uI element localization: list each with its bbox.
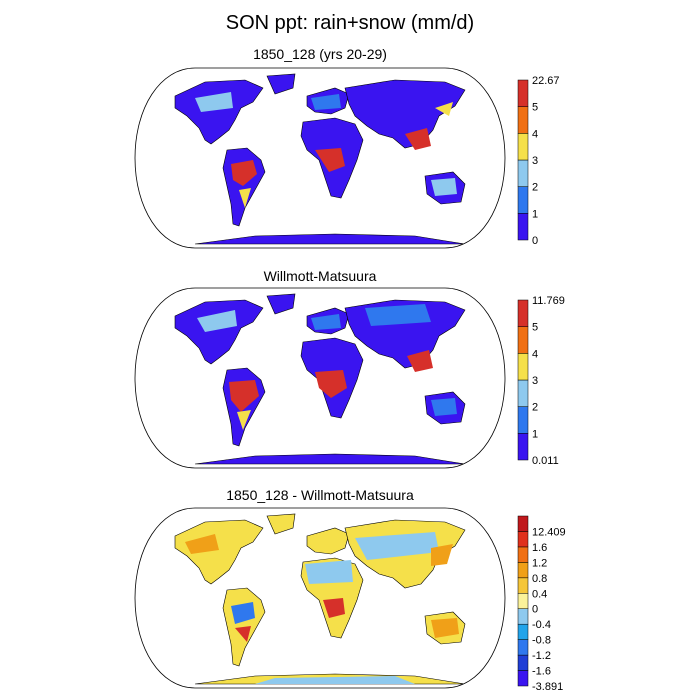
continent-europe <box>306 527 350 555</box>
precip-patch-5 <box>431 544 453 566</box>
colorbar-swatch <box>517 379 529 407</box>
colorbar-tick-label: 1 <box>532 208 538 220</box>
precip-patch-7 <box>237 410 251 430</box>
panel-1-map <box>134 67 506 249</box>
colorbar-tick-label: 5 <box>532 102 538 114</box>
precip-patch-5 <box>431 178 457 196</box>
panel-3-map <box>134 507 506 689</box>
panel-1-title: 1850_128 (yrs 20-29) <box>253 46 387 62</box>
colorbar-tick-label: 11.769 <box>532 295 565 307</box>
panel-3-title: 1850_128 - Willmott-Matsuura <box>226 487 414 503</box>
colorbar-swatch <box>517 593 529 609</box>
colorbar-tick-label: -1.6 <box>532 666 551 678</box>
precip-patch-4 <box>311 94 341 110</box>
precip-patch-4 <box>185 534 219 554</box>
precip-patch-1 <box>315 148 345 172</box>
precip-patch-2 <box>407 350 433 372</box>
colorbar-tick-label: 22.67 <box>532 75 560 87</box>
colorbar-swatch <box>517 577 529 594</box>
colorbar-swatch <box>517 531 529 548</box>
colorbar-tick-label: 4 <box>532 128 538 140</box>
colorbar-tick-label: 5 <box>532 322 538 334</box>
precip-patch-7 <box>239 188 251 208</box>
continent-antarctica <box>194 233 466 245</box>
precip-patch-4 <box>311 314 341 330</box>
colorbar-swatch <box>517 562 529 579</box>
continent-northAmerica <box>174 79 264 145</box>
colorbar-tick-label: 4 <box>532 348 538 360</box>
colorbar-swatch <box>517 159 529 187</box>
colorbar-swatch <box>517 213 529 241</box>
colorbar-tick-label: 12.409 <box>532 526 566 538</box>
panel-2-title: Willmott-Matsuura <box>263 268 377 284</box>
figure-title: SON ppt: rain+snow (mm/d) <box>225 12 475 34</box>
colorbar-swatch <box>517 670 529 687</box>
colorbar-swatch <box>517 433 529 461</box>
colorbar-tick-label: -0.4 <box>532 619 551 631</box>
precip-patch-7 <box>431 618 459 638</box>
colorbar-tick-label: 2 <box>532 402 538 414</box>
panel-3-colorbar: -3.891 -1.6 -1.2 -0.8 -0.4 0 0.4 0.8 1.2 1.6 12.40… <box>517 515 566 693</box>
precip-patch-3 <box>197 310 237 332</box>
precip-patch-3 <box>195 92 233 112</box>
colorbar-swatch <box>517 623 529 640</box>
continent-southAmerica <box>222 147 266 227</box>
map-outline <box>134 67 506 249</box>
continent-greenland <box>266 293 296 315</box>
precip-patch-2 <box>231 602 255 624</box>
precip-patch-8 <box>255 676 415 684</box>
precip-patch-6 <box>435 102 453 116</box>
colorbar-swatch <box>517 654 529 671</box>
precip-patch-0 <box>355 532 439 560</box>
precip-patch-3 <box>323 598 345 618</box>
precip-patch-6 <box>431 398 457 416</box>
precip-patch-5 <box>365 304 431 326</box>
colorbar-swatch <box>517 186 529 214</box>
colorbar-tick-label: -3.891 <box>532 681 563 693</box>
map-outline <box>134 507 506 689</box>
colorbar-tick-label: -1.2 <box>532 650 551 662</box>
map-outline <box>134 287 506 469</box>
panel-1-colorbar: 0 1 2 3 4 5 22.67 <box>517 75 560 247</box>
colorbar-tick-label: 3 <box>532 375 538 387</box>
colorbar-tick-label: 1.2 <box>532 557 547 569</box>
panel-2-colorbar: 0.011 1 2 3 4 5 11.769 <box>517 295 565 467</box>
panel-2-map <box>134 287 506 469</box>
colorbar-tick-label: 1 <box>532 428 538 440</box>
colorbar-swatch <box>517 353 529 381</box>
colorbar-tick-label: 0.011 <box>532 455 559 467</box>
colorbar-swatch <box>517 326 529 354</box>
continent-greenland <box>266 513 296 535</box>
colorbar-swatch <box>517 515 529 532</box>
colorbar-tick-label: 0.8 <box>532 573 547 585</box>
colorbar-swatch <box>517 608 529 625</box>
colorbar-tick-label: 0.4 <box>532 588 547 600</box>
precip-patch-1 <box>315 370 347 398</box>
continent-northAmerica <box>174 299 264 365</box>
colorbar-swatch <box>517 133 529 161</box>
colorbar-swatch <box>517 299 529 327</box>
precip-patch-0 <box>229 380 259 412</box>
colorbar-tick-label: 2 <box>532 182 538 194</box>
precip-patch-2 <box>405 128 431 150</box>
colorbar-swatch <box>517 546 529 563</box>
colorbar-tick-label: 0 <box>532 235 538 247</box>
continent-greenland <box>266 73 296 95</box>
continent-northAmerica <box>174 519 264 585</box>
colorbar-tick-label: 1.6 <box>532 542 547 554</box>
colorbar-tick-label: 0 <box>532 604 538 616</box>
precip-patch-6 <box>235 626 251 642</box>
colorbar-tick-label: -0.8 <box>532 635 551 647</box>
continent-antarctica <box>194 453 466 465</box>
colorbar-swatch <box>517 406 529 434</box>
colorbar-swatch <box>517 106 529 134</box>
colorbar-swatch <box>517 639 529 656</box>
precip-patch-0 <box>231 160 257 186</box>
colorbar-tick-label: 3 <box>532 155 538 167</box>
colorbar-swatch <box>517 79 529 107</box>
precip-patch-1 <box>305 560 353 584</box>
